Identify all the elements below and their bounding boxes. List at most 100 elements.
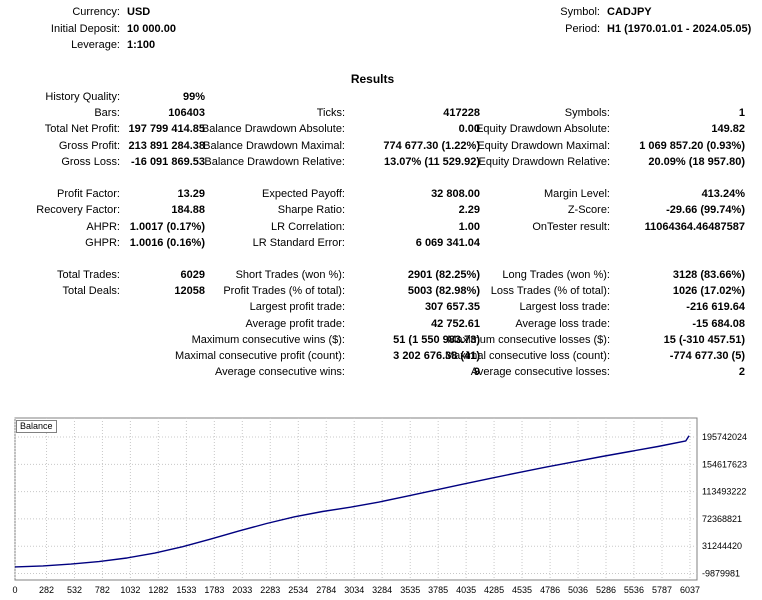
stat-value: 1 <box>738 107 745 120</box>
stat-value: 11064364.46487587 <box>644 220 745 233</box>
stat-row: Average consecutive wins: 9 Average consec… <box>0 364 762 380</box>
stat-value: 99% <box>182 91 205 103</box>
balance-line <box>14 435 690 568</box>
stat-row: Gross Loss: -16 091 869.53 Balance Drawdow… <box>0 154 762 170</box>
stat-value: 417228 <box>443 107 480 120</box>
stat-value: 20.09% (18 957.80) <box>648 155 745 168</box>
stat-row: Total Deals: 12058 Profit Trades (% of tot… <box>0 283 762 299</box>
stat-label: Largest profit trade: <box>249 301 345 314</box>
x-axis-label: 4035 <box>456 585 476 595</box>
stat-value: 1 069 857.20 (0.93%) <box>639 139 745 152</box>
stat-row <box>0 251 762 267</box>
stat-row: Maximal consecutive profit (count): 3 202… <box>0 348 762 364</box>
stat-row: Average profit trade: 42 752.61 Average lo… <box>0 316 762 332</box>
x-axis-label: 1783 <box>204 585 224 595</box>
x-axis-label: 3284 <box>372 585 392 595</box>
x-axis-label: 1032 <box>120 585 140 595</box>
stat-value: 197 799 414.85 <box>128 123 205 136</box>
initial-deposit-label: Initial Deposit: <box>50 22 120 35</box>
stat-value: 5003 (82.98%) <box>407 285 480 298</box>
stat-value: -774 677.30 (5) <box>669 350 745 362</box>
stat-value: -16 091 869.53 <box>130 155 205 168</box>
x-axis-label: 3535 <box>400 585 420 595</box>
stat-label: Total Trades: <box>57 269 120 282</box>
stat-label: Gross Profit: <box>58 139 120 152</box>
leverage-label: Leverage: <box>71 39 120 51</box>
stat-label: Short Trades (won %): <box>235 269 345 282</box>
stat-label: Profit Trades (% of total): <box>223 285 345 298</box>
stat-value: -29.66 (99.74%) <box>666 204 745 217</box>
stat-label: Equity Drawdown Maximal: <box>477 139 610 152</box>
stat-value: 307 657.35 <box>424 301 480 314</box>
stat-row: Profit Factor: 13.29 Expected Payoff: 32 80… <box>0 186 762 202</box>
currency-label: Currency: <box>72 6 120 18</box>
stat-label: Long Trades (won %): <box>502 269 610 282</box>
stat-value: 213 891 284.38 <box>128 139 205 152</box>
x-axis-label: 5036 <box>568 585 588 595</box>
stat-label: Ticks: <box>316 107 345 120</box>
stat-label: LR Correlation: <box>271 220 345 233</box>
stat-row: Total Net Profit: 197 799 414.85 Balance D… <box>0 121 762 137</box>
stat-label: Average profit trade: <box>245 317 345 330</box>
stat-label: Average consecutive wins: <box>214 366 345 379</box>
symbol-value: CADJPY <box>607 6 652 18</box>
balance-chart: 0 282 532 782 1032 1282 1533 1783 2033 2283 2534 27… <box>0 414 762 600</box>
x-axis-label: 782 <box>95 585 110 595</box>
header-left: Currency: USD Initial Deposit: 10 000.00… <box>0 6 176 56</box>
stat-label: Z-Score: <box>567 204 610 217</box>
stat-label: History Quality: <box>45 91 120 103</box>
balance-chart-svg: 0 282 532 782 1032 1282 1533 1783 2033 2283 2534 27… <box>12 417 747 595</box>
stats-table: History Quality: 99% Bars: 106403 Ticks: 4172… <box>0 89 762 380</box>
stat-label: Total Deals: <box>62 285 120 298</box>
x-axis-label: 4786 <box>540 585 560 595</box>
x-axis-label: 2033 <box>232 585 252 595</box>
period-value: H1 (1970.01.01 - 2024.05.05) <box>607 22 752 35</box>
stat-label: Balance Drawdown Relative: <box>204 155 345 168</box>
x-axis-label: 2534 <box>288 585 308 595</box>
stat-value: 774 677.30 (1.22%) <box>383 139 480 152</box>
stat-value: 149.82 <box>711 123 745 136</box>
x-axis-label: 282 <box>39 585 54 595</box>
stat-value: 1.0017 (0.17%) <box>129 220 205 233</box>
stat-value: 1.00 <box>458 220 480 233</box>
plot-area <box>14 417 698 581</box>
y-axis-label: 72368821 <box>702 514 742 524</box>
stat-value: 2.29 <box>458 204 480 217</box>
stat-label: Average consecutive losses: <box>470 366 610 379</box>
stat-row: Recovery Factor: 184.88 Sharpe Ratio: 2.29 Z… <box>0 202 762 218</box>
x-axis-label: 1533 <box>176 585 196 595</box>
stat-value: 2 <box>738 366 745 379</box>
stat-label: Balance Drawdown Absolute: <box>201 123 345 136</box>
stat-label: GHPR: <box>85 236 120 249</box>
stat-label: Sharpe Ratio: <box>277 204 345 217</box>
stat-label: Largest loss trade: <box>519 301 611 314</box>
stat-row: Gross Profit: 213 891 284.38 Balance Drawd… <box>0 138 762 154</box>
stat-label: Balance Drawdown Maximal: <box>203 139 345 152</box>
stat-row: History Quality: 99% <box>0 89 762 105</box>
stat-value: 6029 <box>180 269 205 282</box>
results-title: Results <box>350 72 395 86</box>
stat-value: 3 202 676.38 (41) <box>393 350 480 362</box>
stat-value: 413.24% <box>701 188 745 201</box>
stat-value: 184.88 <box>171 204 205 217</box>
stat-label: Maximum consecutive wins ($): <box>191 333 345 346</box>
x-axis-label: 3034 <box>344 585 364 595</box>
stat-row: GHPR: 1.0016 (0.16%) LR Standard Error: 6 0… <box>0 235 762 251</box>
stat-row: Maximum consecutive wins ($): 51 (1 550 9… <box>0 332 762 348</box>
x-axis-label: 532 <box>67 585 82 595</box>
stat-value: 13.29 <box>177 188 205 201</box>
stat-value: 2901 (82.25%) <box>407 269 480 282</box>
y-axis-label: 195742024 <box>702 432 747 442</box>
stat-label: Maximum consecutive losses ($): <box>447 333 610 346</box>
stat-label: Recovery Factor: <box>36 204 120 217</box>
stat-value: 9 <box>473 366 480 379</box>
balance-legend: Balance <box>16 420 57 433</box>
x-axis-label: 2283 <box>260 585 280 595</box>
stat-label: AHPR: <box>86 220 120 233</box>
x-axis-label: 4285 <box>484 585 504 595</box>
x-axis-label: 6037 <box>680 585 700 595</box>
header-right: Symbol: CADJPY Period: H1 (1970.01.01 - … <box>480 6 751 39</box>
x-axis-label: 0 <box>12 585 17 595</box>
leverage-value: 1:100 <box>127 39 156 51</box>
stat-label: Symbols: <box>564 107 610 120</box>
